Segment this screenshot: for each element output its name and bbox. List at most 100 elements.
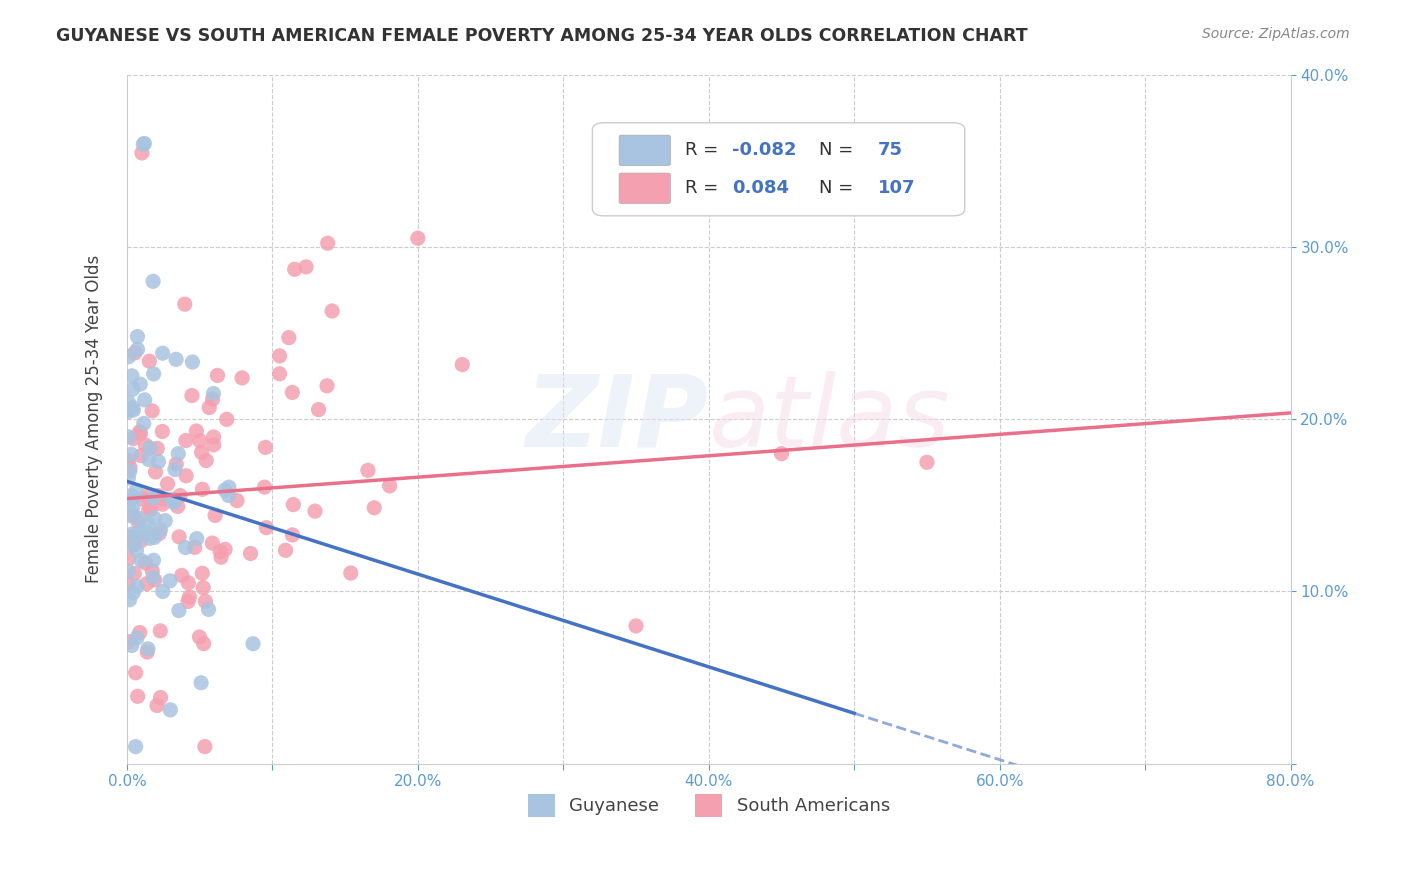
Guyanese	[138, 531, 160, 545]
South Americans	[135, 576, 157, 591]
Text: N =: N =	[820, 141, 859, 160]
FancyBboxPatch shape	[592, 123, 965, 216]
South Americans	[134, 556, 156, 570]
South Americans	[283, 498, 305, 512]
Guyanese	[118, 464, 141, 478]
Guyanese	[121, 500, 143, 514]
Guyanese	[152, 346, 174, 360]
South Americans	[117, 529, 139, 543]
South Americans	[188, 630, 211, 644]
South Americans	[357, 463, 380, 477]
South Americans	[156, 476, 179, 491]
South Americans	[174, 434, 197, 448]
Text: N =: N =	[820, 179, 859, 197]
South Americans	[194, 739, 217, 754]
South Americans	[226, 493, 249, 508]
Guyanese	[125, 543, 148, 558]
South Americans	[215, 412, 238, 426]
South Americans	[150, 425, 173, 439]
South Americans	[191, 483, 214, 497]
South Americans	[174, 468, 197, 483]
South Americans	[149, 624, 172, 638]
Guyanese	[163, 495, 186, 509]
Guyanese	[117, 404, 139, 418]
South Americans	[254, 521, 277, 535]
South Americans	[138, 354, 160, 368]
Guyanese	[124, 739, 146, 754]
South Americans	[129, 449, 152, 463]
Guyanese	[142, 367, 165, 381]
South Americans	[770, 447, 793, 461]
South Americans	[207, 368, 229, 383]
South Americans	[141, 564, 163, 578]
South Americans	[304, 504, 326, 518]
Guyanese	[142, 570, 165, 584]
Guyanese	[190, 675, 212, 690]
Guyanese	[120, 508, 142, 523]
South Americans	[173, 297, 195, 311]
South Americans	[239, 546, 262, 560]
Guyanese	[121, 401, 143, 415]
Text: R =: R =	[686, 141, 724, 160]
South Americans	[231, 371, 253, 385]
South Americans	[165, 457, 187, 471]
South Americans	[135, 438, 157, 452]
South Americans	[143, 573, 166, 587]
Text: 107: 107	[877, 179, 915, 197]
South Americans	[193, 637, 215, 651]
South Americans	[118, 551, 141, 566]
South Americans	[127, 690, 149, 704]
South Americans	[124, 665, 146, 680]
Guyanese	[120, 489, 142, 503]
Guyanese	[127, 525, 149, 540]
Guyanese	[127, 329, 149, 343]
South Americans	[122, 537, 145, 551]
South Americans	[128, 425, 150, 439]
Guyanese	[129, 553, 152, 567]
Guyanese	[152, 584, 174, 599]
Guyanese	[167, 603, 190, 617]
Guyanese	[134, 136, 156, 151]
Text: -0.082: -0.082	[733, 141, 797, 160]
Guyanese	[132, 417, 155, 431]
Guyanese	[117, 395, 139, 409]
South Americans	[281, 528, 304, 542]
South Americans	[117, 453, 139, 467]
South Americans	[118, 460, 141, 475]
Guyanese	[159, 703, 181, 717]
Guyanese	[122, 491, 145, 505]
South Americans	[146, 698, 169, 713]
Guyanese	[142, 274, 165, 288]
Guyanese	[121, 639, 143, 653]
South Americans	[190, 445, 212, 459]
Text: atlas: atlas	[709, 371, 950, 467]
South Americans	[204, 508, 226, 523]
South Americans	[188, 434, 211, 448]
South Americans	[209, 550, 232, 565]
South Americans	[209, 544, 232, 558]
South Americans	[146, 442, 169, 456]
South Americans	[316, 236, 339, 251]
South Americans	[145, 465, 167, 479]
South Americans	[624, 619, 647, 633]
South Americans	[169, 489, 191, 503]
South Americans	[202, 438, 225, 452]
South Americans	[138, 503, 160, 517]
South Americans	[201, 392, 224, 406]
South Americans	[179, 590, 201, 604]
South Americans	[117, 634, 139, 648]
South Americans	[269, 367, 291, 381]
South Americans	[166, 500, 188, 514]
South Americans	[152, 492, 174, 507]
Guyanese	[143, 530, 166, 544]
Guyanese	[148, 454, 170, 468]
Guyanese	[121, 382, 143, 396]
Guyanese	[197, 602, 219, 616]
South Americans	[198, 401, 221, 415]
South Americans	[129, 426, 152, 441]
Guyanese	[125, 483, 148, 498]
South Americans	[122, 432, 145, 446]
Guyanese	[242, 637, 264, 651]
South Americans	[136, 489, 159, 503]
Y-axis label: Female Poverty Among 25-34 Year Olds: Female Poverty Among 25-34 Year Olds	[86, 255, 103, 583]
